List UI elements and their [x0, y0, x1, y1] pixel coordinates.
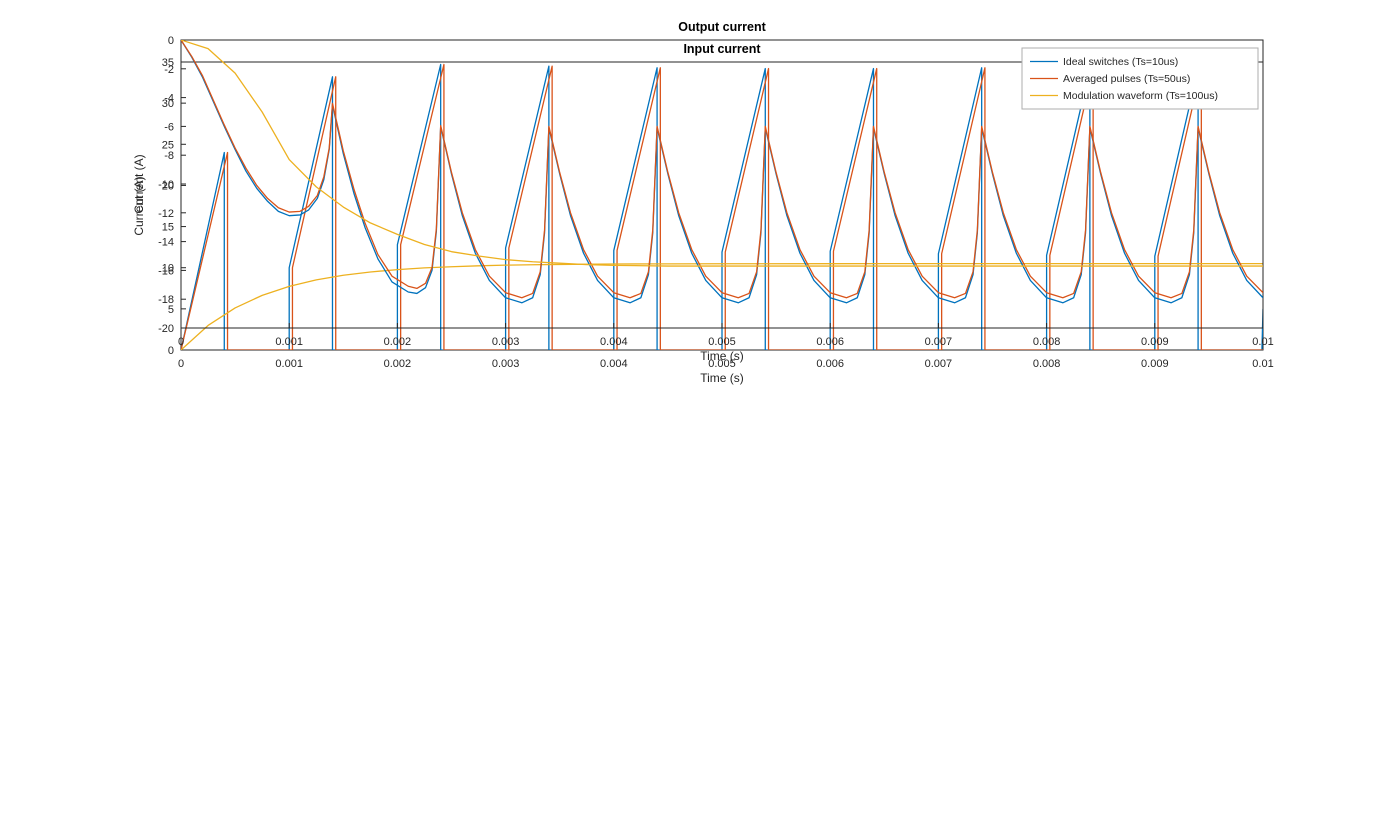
y-tick-label: -2 [164, 64, 174, 76]
x-tick-label: 0.003 [492, 358, 520, 370]
y-tick-label: -10 [158, 179, 174, 191]
series-line-ideal-switches-ts-10us [181, 40, 1263, 304]
x-tick-label: 0.001 [275, 358, 303, 370]
output-current-chart: 0 0.001 0.002 0.003 0.004 0.005 0.006 0.007 0.00… [132, 20, 1274, 363]
chart-title: Output current [678, 20, 766, 34]
legend-label-modulation-waveform-ts-100us: Modulation waveform (Ts=100us) [1063, 90, 1218, 102]
x-tick-label: 0.007 [925, 358, 953, 370]
legend-label-averaged-pulses-ts-50us: Averaged pulses (Ts=50us) [1063, 73, 1190, 85]
x-tick-label: 0 [178, 358, 184, 370]
y-tick-label: 0 [168, 345, 174, 357]
y-tick-label: 10 [162, 263, 174, 275]
y-tick-label: 15 [162, 222, 174, 234]
y-tick-label: 30 [162, 98, 174, 110]
y-tick-label: -18 [158, 294, 174, 306]
x-tick-label: 0 [178, 336, 184, 348]
y-tick-label: 0 [168, 35, 174, 47]
x-tick-label: 0.001 [275, 336, 303, 348]
y-axis-label: Current (A) [132, 154, 146, 213]
x-tick-label: 0.006 [816, 336, 844, 348]
y-tick-label: -4 [164, 93, 174, 105]
y-tick-label: -12 [158, 208, 174, 220]
x-tick-label: 0.006 [816, 358, 844, 370]
output-current-plot: 0 0.001 0.002 0.003 0.004 0.005 0.006 0.007 0.00… [132, 20, 1274, 363]
x-tick-label: 0.004 [600, 336, 628, 348]
y-tick-label: -20 [158, 323, 174, 335]
x-axis-label: Time (s) [700, 349, 744, 363]
series-line-averaged-pulses-ts-50us [181, 40, 1263, 299]
x-tick-label: 0.009 [1141, 358, 1169, 370]
x-tick-label: 0.009 [1141, 336, 1169, 348]
x-axis-label: Time (s) [700, 371, 744, 385]
y-tick-label: -16 [158, 265, 174, 277]
legend: Ideal switches (Ts=10us) Averaged pulses … [1021, 47, 1259, 110]
x-tick-label: 0.003 [492, 336, 520, 348]
series-line-modulation-waveform-ts-100us [181, 40, 1263, 267]
y-tick-label: -14 [158, 237, 174, 249]
y-tick-label: 20 [162, 180, 174, 192]
y-tick-label: 35 [162, 57, 174, 69]
x-tick-label: 0.01 [1252, 358, 1273, 370]
x-tick-label: 0.008 [1033, 358, 1061, 370]
y-tick-label: 5 [168, 304, 174, 316]
input-current-chart: 0 0.001 0.002 0.003 0.004 0.005 0.006 0.007 0.00… [132, 42, 1274, 385]
y-tick-label: -6 [164, 121, 174, 133]
x-tick-label: 0.007 [925, 336, 953, 348]
series-line-ideal-switches-ts-10us [181, 63, 1263, 350]
y-tick-label: -8 [164, 150, 174, 162]
x-tick-label: 0.008 [1033, 336, 1061, 348]
x-tick-label: 0.005 [708, 336, 736, 348]
input-current-plot: 0 0.001 0.002 0.003 0.004 0.005 0.006 0.007 0.00… [132, 42, 1274, 385]
x-tick-label: 0.002 [384, 358, 412, 370]
x-tick-label: 0.002 [384, 336, 412, 348]
series-line-averaged-pulses-ts-50us [181, 63, 1263, 350]
chart-title: Input current [683, 42, 761, 56]
x-tick-label: 0.01 [1252, 336, 1273, 348]
y-axis-label: Current (A) [132, 176, 146, 235]
legend-label-ideal-switches-ts-10us: Ideal switches (Ts=10us) [1063, 56, 1178, 68]
legend-box [1021, 47, 1259, 110]
x-tick-label: 0.005 [708, 358, 736, 370]
y-tick-label: 25 [162, 139, 174, 151]
x-tick-label: 0.004 [600, 358, 628, 370]
